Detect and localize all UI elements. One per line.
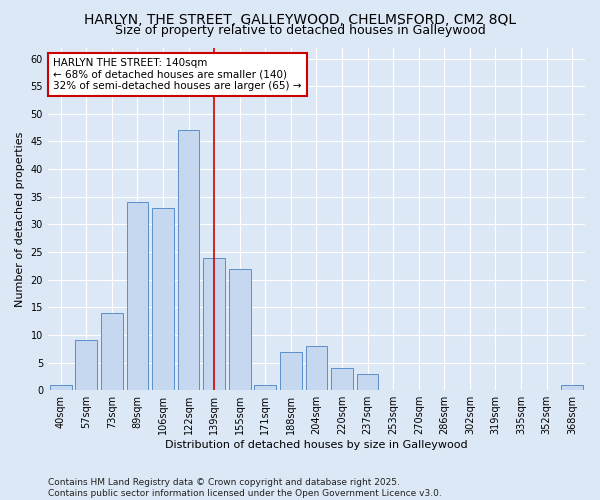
Bar [357,374,379,390]
Text: Contains HM Land Registry data © Crown copyright and database right 2025.
Contai: Contains HM Land Registry data © Crown c… [48,478,442,498]
Bar [254,384,276,390]
Bar [229,268,251,390]
Y-axis label: Number of detached properties: Number of detached properties [15,131,25,306]
Text: Size of property relative to detached houses in Galleywood: Size of property relative to detached ho… [115,24,485,37]
Bar [50,384,71,390]
Text: HARLYN, THE STREET, GALLEYWOOD, CHELMSFORD, CM2 8QL: HARLYN, THE STREET, GALLEYWOOD, CHELMSFO… [84,12,516,26]
X-axis label: Distribution of detached houses by size in Galleywood: Distribution of detached houses by size … [165,440,468,450]
Bar [562,384,583,390]
Bar [127,202,148,390]
Bar [152,208,174,390]
Text: HARLYN THE STREET: 140sqm
← 68% of detached houses are smaller (140)
32% of semi: HARLYN THE STREET: 140sqm ← 68% of detac… [53,58,302,91]
Bar [178,130,199,390]
Bar [331,368,353,390]
Bar [76,340,97,390]
Bar [101,313,123,390]
Bar [203,258,225,390]
Bar [305,346,328,390]
Bar [280,352,302,390]
